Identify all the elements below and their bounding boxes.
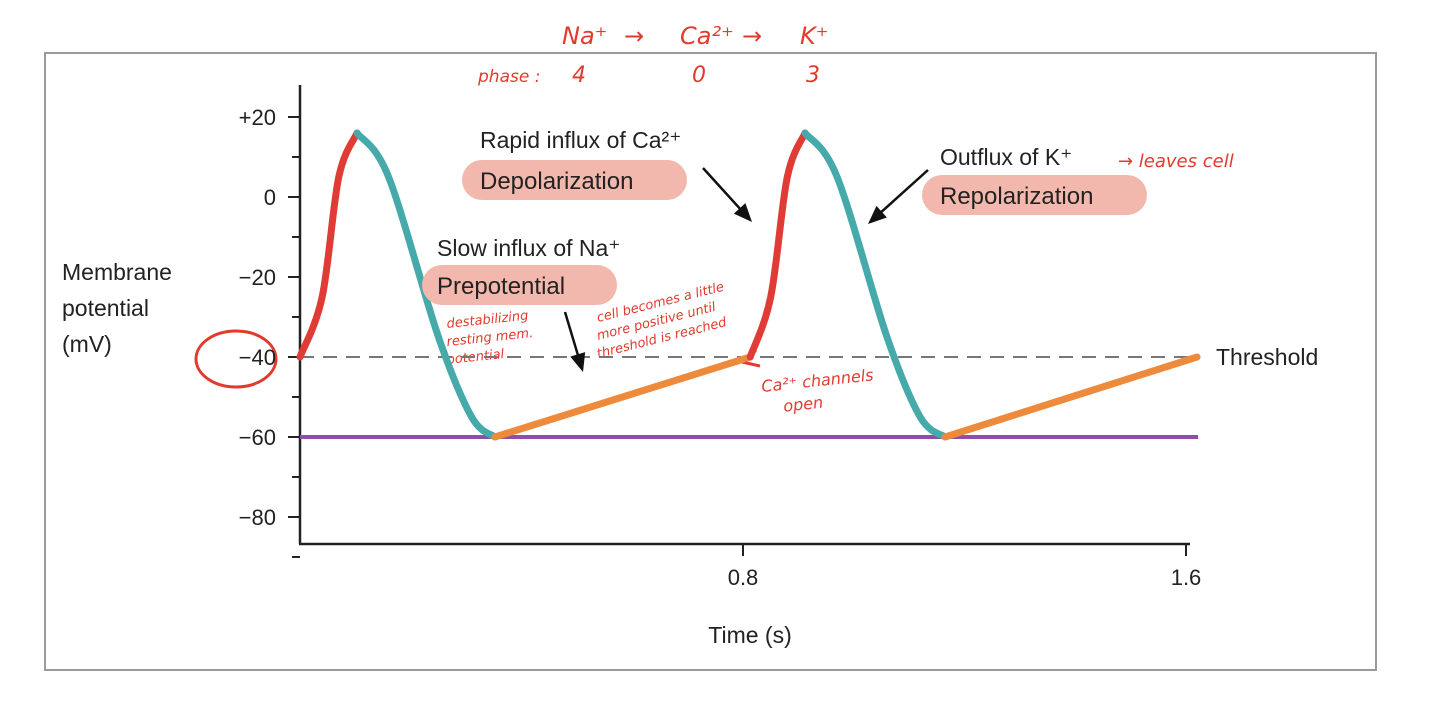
y-axis-label: (mV) (62, 331, 112, 357)
handwritten-note: Ca²⁺ channels (760, 365, 874, 396)
x-axis-label: Time (s) (708, 622, 791, 648)
handwritten-note: potential (445, 347, 505, 368)
handwritten-phase-label: phase : (477, 67, 540, 87)
handwritten-phase-number: 4 (572, 63, 586, 88)
y-axis-label: potential (62, 295, 149, 321)
annotation-text: Outflux of K⁺ (940, 144, 1072, 170)
annotation-tag-bg (422, 265, 617, 305)
handwritten-circle (194, 329, 278, 389)
annotation-tag: Depolarization (480, 168, 633, 195)
x-tick-label: 1.6 (1171, 565, 1202, 590)
handwritten-phase-number: 0 (692, 63, 706, 88)
handwritten-ion: K⁺ (800, 22, 828, 50)
x-tick-label: 0.8 (728, 565, 759, 590)
handwritten-note: open (782, 393, 824, 416)
curve-segment-depolarization (296, 129, 361, 361)
handwritten-ion: → (624, 22, 644, 50)
y-tick-label: −40 (239, 345, 276, 370)
curve-segment-repolarization (801, 129, 949, 441)
arrow-head (733, 203, 752, 222)
arrow (702, 167, 747, 216)
y-tick-label: 0 (264, 185, 276, 210)
y-tick-label: +20 (239, 105, 276, 130)
arrow (563, 311, 582, 363)
annotation-tag: Repolarization (940, 183, 1093, 210)
annotation-text: Slow influx of Na⁺ (437, 235, 620, 261)
curve-segment-prepotential (941, 353, 1201, 441)
curve-segment-prepotential (491, 353, 754, 441)
handwritten-phase-number: 3 (806, 63, 820, 88)
handwritten-ion: → (742, 22, 762, 50)
y-tick-label: −20 (239, 265, 276, 290)
threshold-label: Threshold (1216, 344, 1318, 370)
handwritten-leaves-cell: → leaves cell (1118, 151, 1234, 172)
arrow-head (868, 205, 887, 224)
annotation-tag: Prepotential (437, 273, 565, 300)
handwritten-ion: Ca²⁺ (680, 22, 734, 50)
y-axis-label: Membrane (62, 259, 172, 285)
curve-segment-repolarization (353, 129, 499, 441)
arrow (874, 169, 929, 219)
annotation-text: Rapid influx of Ca²⁺ (480, 127, 681, 153)
y-tick-label: −60 (239, 425, 276, 450)
annotation-tag-bg (922, 175, 1147, 215)
handwritten-ion: Na⁺ (562, 22, 607, 50)
annotation-tag-bg (462, 160, 687, 200)
arrow-head (570, 352, 586, 372)
y-tick-label: −80 (239, 505, 276, 530)
figure-frame (44, 52, 1377, 671)
curve-segment-depolarization (746, 129, 809, 361)
